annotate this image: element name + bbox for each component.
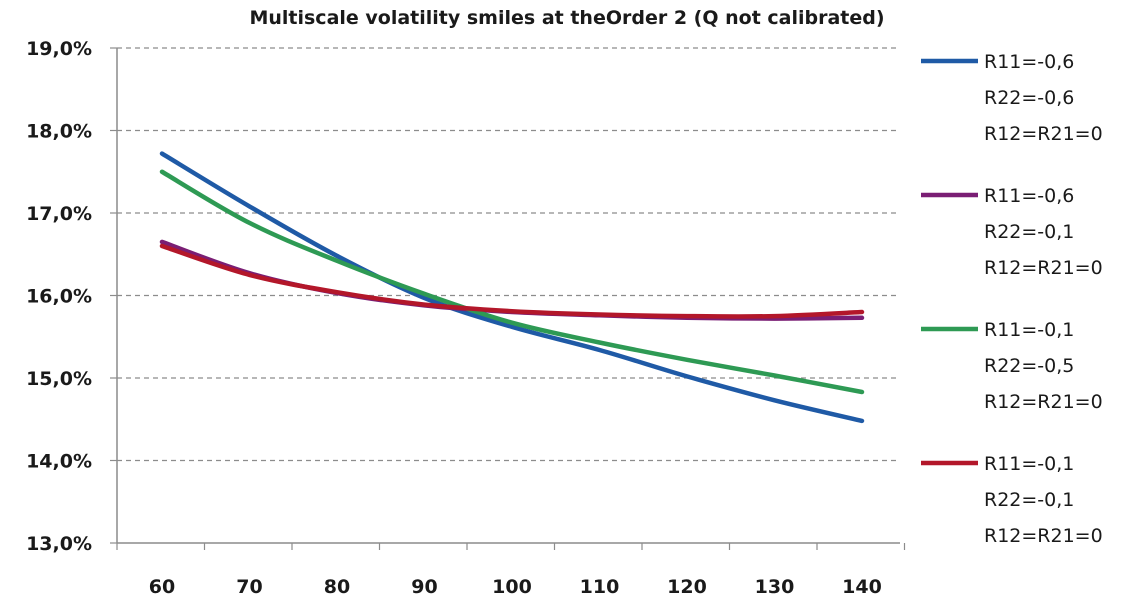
- y-tick-label: 19,0%: [26, 38, 92, 60]
- axes: [110, 47, 906, 550]
- x-tick-label: 90: [411, 576, 437, 598]
- x-tick-label: 60: [149, 576, 175, 598]
- y-tick-label: 18,0%: [26, 121, 92, 143]
- legend-label: R11=-0,1: [984, 319, 1074, 341]
- y-tick-label: 13,0%: [26, 533, 92, 555]
- chart-title: Multiscale volatility smiles at theOrder…: [249, 7, 884, 29]
- x-tick-label: 70: [236, 576, 262, 598]
- legend-label: R11=-0,1: [984, 453, 1074, 475]
- x-tick-label: 100: [492, 576, 532, 598]
- y-tick-label: 16,0%: [26, 286, 92, 308]
- legend-label: R12=R21=0: [984, 123, 1103, 145]
- series-line-3: [159, 169, 865, 395]
- legend: R11=-0,6 R22=-0,6 R12=R21=0 R11=-0,6 R22=-0,…: [921, 51, 1103, 547]
- y-tick-label: 14,0%: [26, 451, 92, 473]
- y-tick-label: 15,0%: [26, 368, 92, 390]
- y-tick-label: 17,0%: [26, 203, 92, 225]
- y-axis-ticks: 13,0% 14,0% 15,0% 16,0% 17,0% 18,0% 19,0%: [26, 38, 92, 555]
- x-tick-label: 120: [667, 576, 707, 598]
- legend-label: R12=R21=0: [984, 257, 1103, 279]
- x-tick-label: 140: [842, 576, 882, 598]
- legend-label: R11=-0,6: [984, 185, 1074, 207]
- series-lines: [159, 151, 865, 424]
- series-line-4: [159, 243, 865, 319]
- gridlines: [117, 47, 900, 462]
- legend-label: R12=R21=0: [984, 391, 1103, 413]
- legend-label: R22=-0,1: [984, 489, 1074, 511]
- legend-label: R22=-0,1: [984, 221, 1074, 243]
- legend-label: R12=R21=0: [984, 525, 1103, 547]
- legend-label: R22=-0,6: [984, 87, 1074, 109]
- legend-label: R11=-0,6: [984, 51, 1074, 73]
- x-tick-label: 80: [324, 576, 350, 598]
- x-axis-ticks: 60 70 80 90 100 110 120 130 140: [149, 576, 882, 598]
- series-line-1: [159, 151, 865, 424]
- x-tick-label: 110: [580, 576, 620, 598]
- legend-label: R22=-0,5: [984, 355, 1074, 377]
- x-tick-label: 130: [755, 576, 795, 598]
